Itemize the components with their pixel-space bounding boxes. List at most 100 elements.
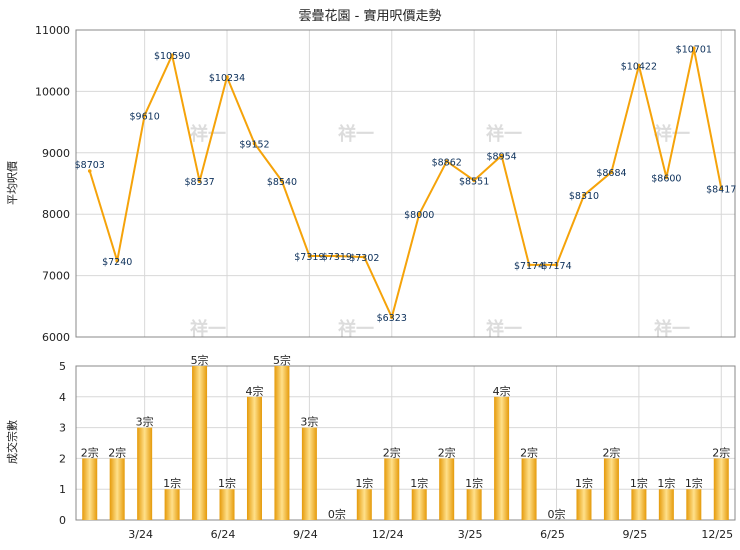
price-point [115,259,119,263]
count-data-label: 5宗 [273,353,291,367]
count-data-label: 3宗 [300,415,318,429]
price-plot-frame [75,29,736,338]
count-bar [658,489,674,520]
price-point [307,254,312,258]
count-data-label: 1宗 [355,476,373,490]
count-bar [82,458,98,520]
price-y-tick: 9000 [42,147,70,160]
price-series-line [88,47,723,319]
price-data-label: $8600 [651,173,681,184]
watermark: 祥一 [338,123,374,145]
price-data-label: $7319 [294,252,324,263]
count-data-label: 2宗 [712,445,730,459]
count-data-label: 1宗 [575,476,593,490]
count-data-label: 3宗 [136,415,154,429]
price-data-label: $7302 [349,253,379,264]
count-axis-label: 成交宗數 [5,420,19,464]
x-tick-label: 6/24 [211,528,236,541]
price-data-label: $8310 [569,191,599,202]
count-data-label: 1宗 [410,476,428,490]
price-data-label: $8703 [75,160,105,171]
watermark: 祥一 [190,318,226,340]
price-point [692,46,696,51]
count-plot-frame [75,365,736,521]
x-tick-label: 3/24 [128,528,153,541]
price-point [389,315,394,319]
count-bar [439,458,455,520]
price-point [335,254,339,258]
price-point [170,53,174,57]
chart-title: 雲疊花園 - 實用呎價走勢 [299,8,442,24]
price-point [472,178,476,183]
price-y-tick: 7000 [42,270,70,283]
price-data-label: $9152 [239,139,269,150]
price-point [417,212,422,216]
count-data-label: 1宗 [163,476,181,490]
watermark: 祥一 [338,318,374,340]
price-y-tick: 10000 [35,85,70,98]
count-bar [246,396,262,520]
price-point [444,159,449,164]
price-point [609,170,614,175]
watermark: 祥一 [654,123,690,145]
count-data-label: 1宗 [630,476,648,490]
price-y-tick: 11000 [35,24,70,37]
count-bar [411,489,427,520]
price-data-label: $8540 [267,177,297,188]
price-data-label: $8417 [706,185,736,196]
price-point [87,169,92,173]
price-data-label: $9610 [130,111,160,122]
x-tick-label: 12/24 [372,528,404,541]
count-bar [219,489,235,520]
count-data-label: 4宗 [245,384,263,398]
price-data-label: $8000 [404,210,434,221]
count-y-tick: 3 [59,422,66,435]
price-point [142,113,147,118]
count-data-label: 4宗 [493,384,511,398]
count-bar [109,458,125,520]
price-data-label: $7174 [514,261,544,272]
price-point [637,63,641,68]
count-bar [274,366,290,520]
price-data-label: $8684 [596,168,626,179]
count-bar [384,458,400,520]
watermark: 祥一 [190,123,226,145]
count-y-tick: 2 [59,452,66,465]
price-axis-label: 平均呎價 [5,161,19,205]
price-data-label: $8954 [486,152,516,163]
count-data-label: 2宗 [602,445,620,459]
count-data-label: 2宗 [81,445,99,459]
count-data-label: 2宗 [520,445,538,459]
count-bar [301,427,317,520]
price-data-label: $6323 [377,313,407,324]
count-data-label: 1宗 [657,476,675,490]
count-bar [686,489,702,520]
x-tick-label: 9/25 [623,528,648,541]
count-bar [521,458,537,520]
count-bar [603,458,619,520]
watermark: 祥一 [654,318,690,340]
count-chart: 0 1 2 3 4 5 3/24 6/24 9/24 12/24 3/25 6/25 9/25 12/25… [59,353,736,541]
count-bar [164,489,180,520]
count-bar [466,489,482,520]
count-data-label: 1宗 [465,476,483,490]
price-data-label: $10234 [209,73,245,84]
count-bar [494,396,510,520]
count-data-label: 2宗 [108,445,126,459]
price-point [719,186,724,191]
price-point [582,193,586,197]
price-point [527,263,531,267]
count-bar [137,427,153,520]
count-bar [356,489,372,520]
x-tick-label: 9/24 [293,528,318,541]
count-data-label: 5宗 [191,353,209,367]
count-data-label: 1宗 [685,476,703,490]
x-tick-label: 6/25 [540,528,565,541]
price-data-label: $8537 [184,177,214,188]
count-y-tick: 0 [59,514,66,527]
watermark: 祥一 [486,123,522,145]
price-data-label: $10590 [154,51,190,62]
price-data-label: $7174 [541,261,571,272]
